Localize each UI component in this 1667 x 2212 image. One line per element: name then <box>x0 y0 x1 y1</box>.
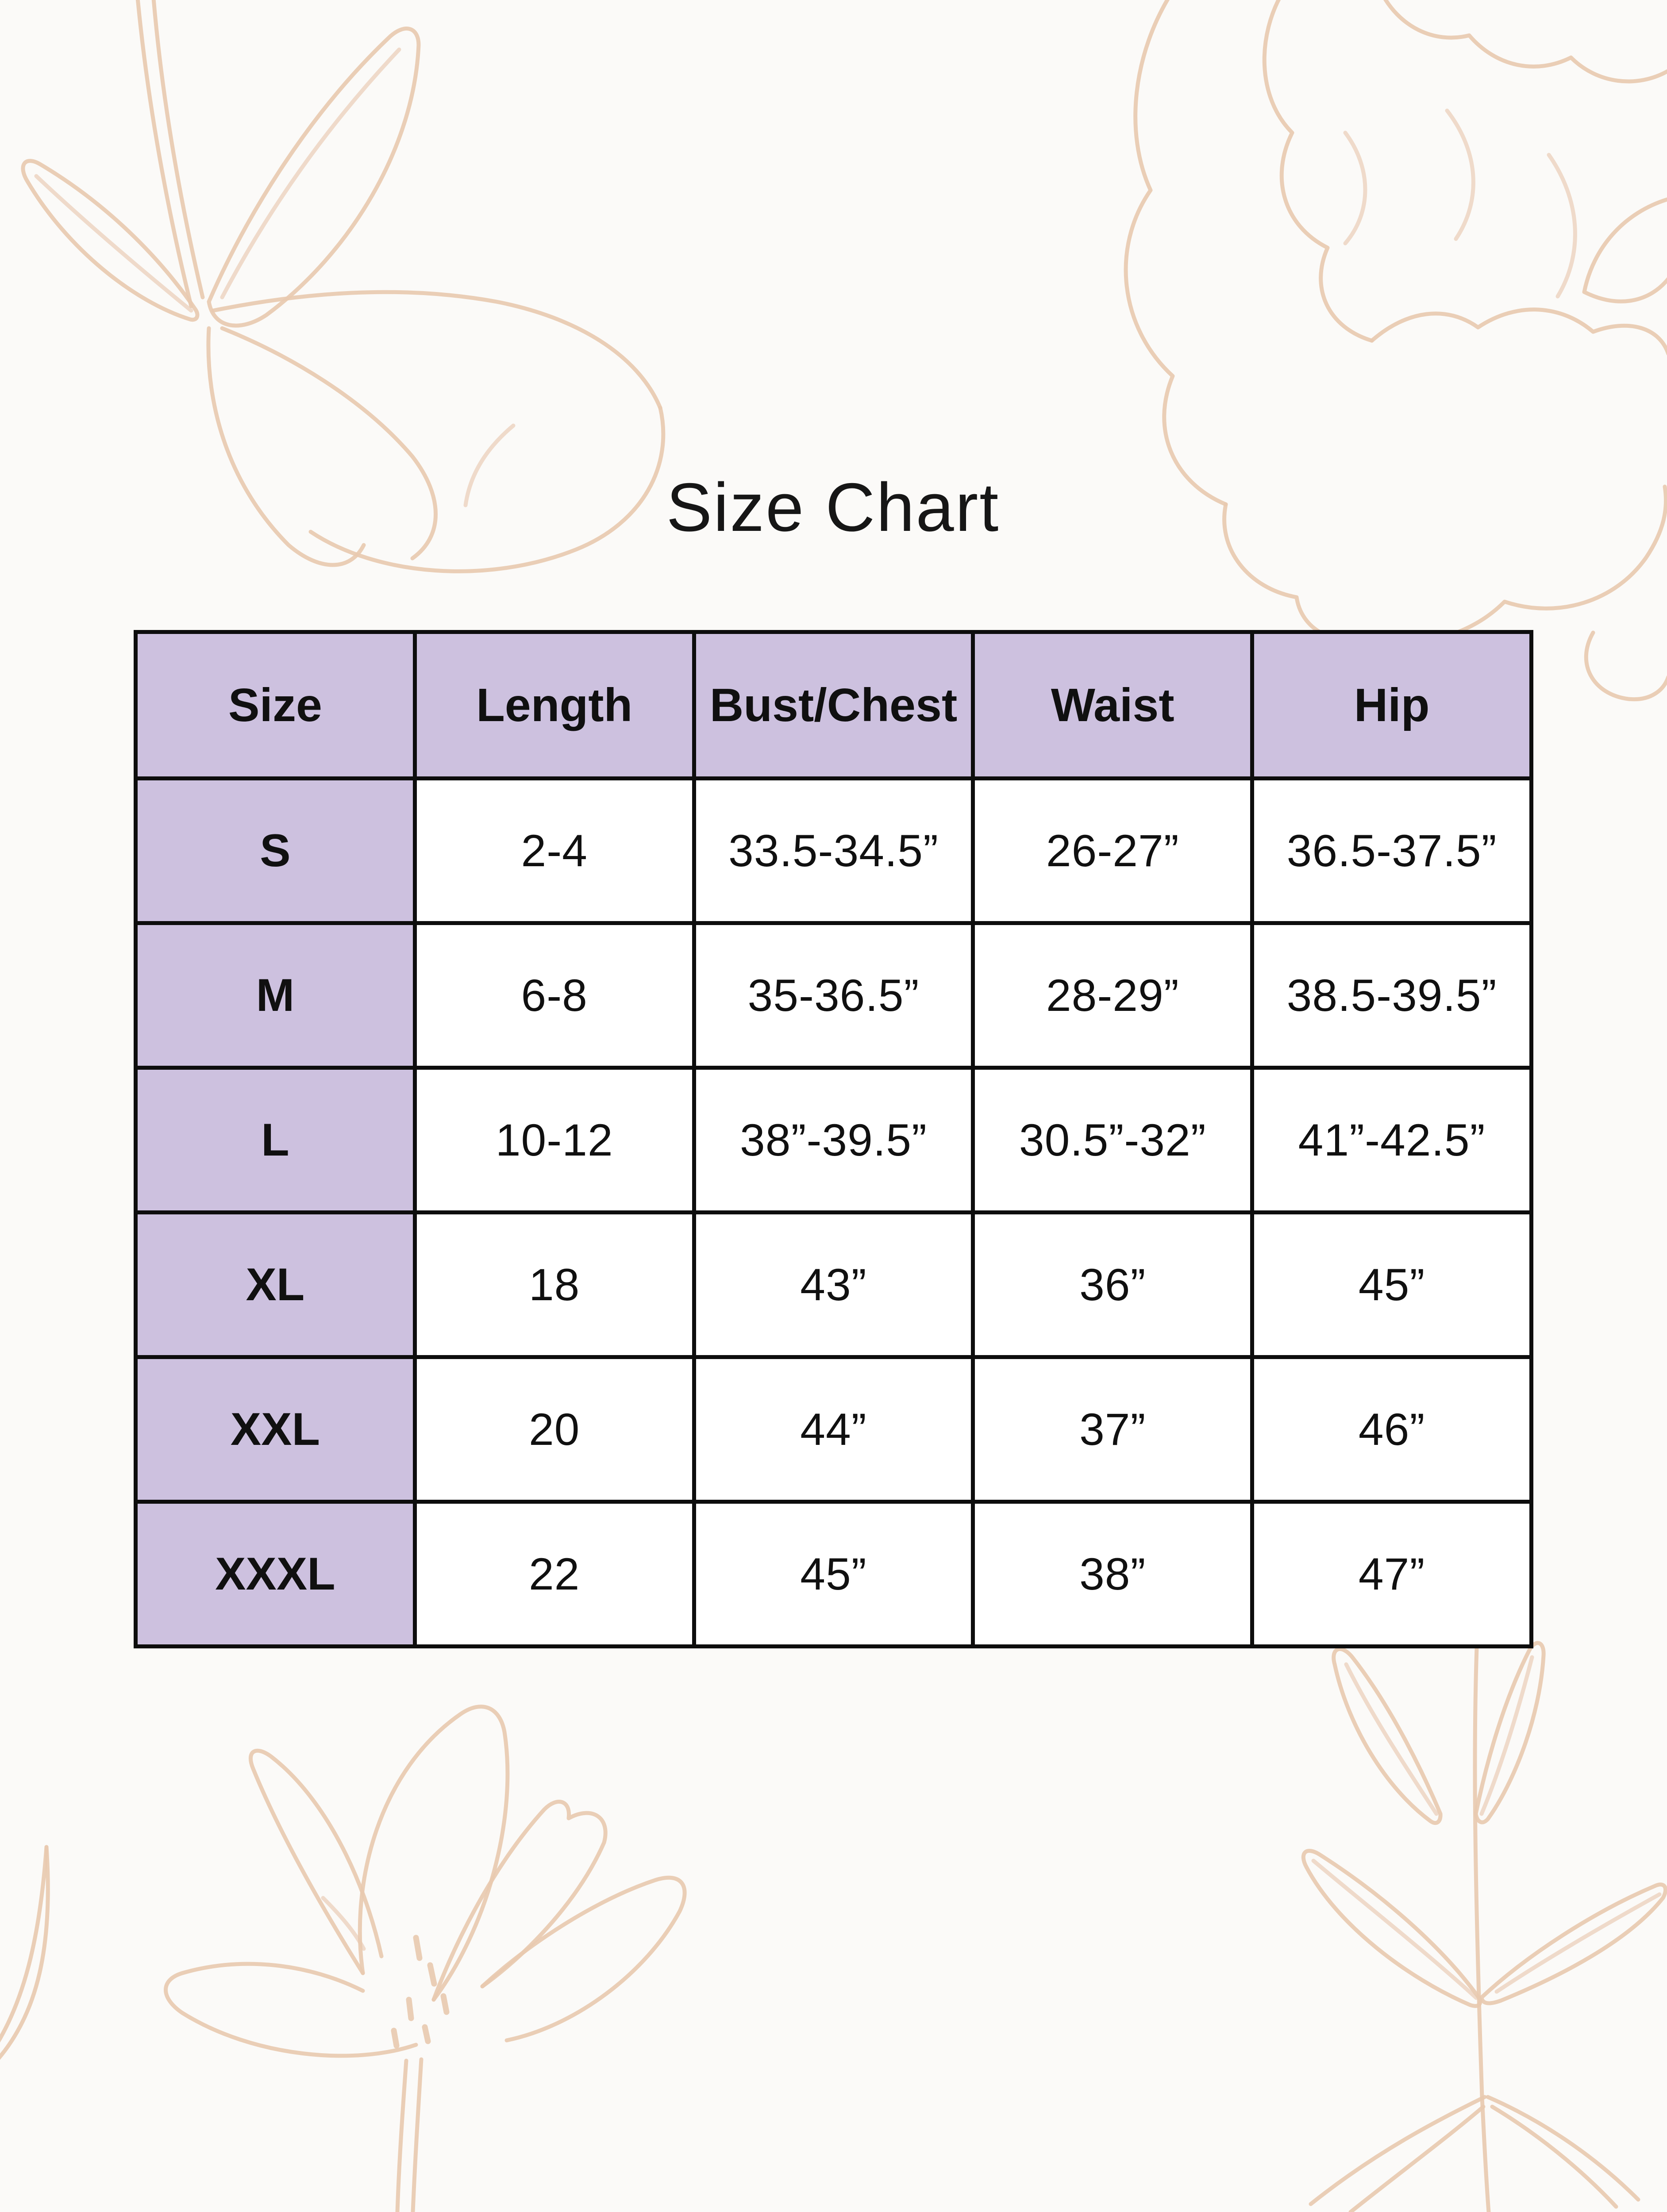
cell-bust-chest: 44” <box>692 1355 975 1504</box>
cell-bust-chest: 35-36.5” <box>692 921 975 1070</box>
cell-waist: 26-27” <box>971 776 1255 925</box>
cell-length: 20 <box>412 1355 696 1504</box>
table-row-s: S 2-4 33.5-34.5” 26-27” 36.5-37.5” <box>134 776 1533 925</box>
cell-length: 2-4 <box>412 776 696 925</box>
cell-bust-chest: 43” <box>692 1210 975 1359</box>
cell-hip: 41”-42.5” <box>1250 1066 1533 1214</box>
cell-waist: 37” <box>971 1355 1255 1504</box>
cell-waist: 38” <box>971 1500 1255 1648</box>
row-label-size: XL <box>134 1210 417 1359</box>
cell-hip: 36.5-37.5” <box>1250 776 1533 925</box>
cell-waist: 28-29” <box>971 921 1255 1070</box>
row-label-size: XXL <box>134 1355 417 1504</box>
leafy-branch-illustration <box>1301 1641 1667 2212</box>
poppy-flower-illustration <box>164 1705 687 2212</box>
cell-length: 10-12 <box>412 1066 696 1214</box>
cell-waist: 30.5”-32” <box>971 1066 1255 1214</box>
row-label-size: XXXL <box>134 1500 417 1648</box>
column-header-size: Size <box>134 630 417 780</box>
cell-length: 22 <box>412 1500 696 1648</box>
table-row-m: M 6-8 35-36.5” 28-29” 38.5-39.5” <box>134 921 1533 1070</box>
size-chart-table: Size Length Bust/Chest Waist Hip S 2-4 3… <box>134 630 1533 1648</box>
column-header-waist: Waist <box>971 630 1255 780</box>
table-row-xxl: XXL 20 44” 37” 46” <box>134 1355 1533 1504</box>
row-label-size: S <box>134 776 417 925</box>
table-row-xxxl: XXXL 22 45” 38” 47” <box>134 1500 1533 1648</box>
cell-bust-chest: 33.5-34.5” <box>692 776 975 925</box>
table-row-l: L 10-12 38”-39.5” 30.5”-32” 41”-42.5” <box>134 1066 1533 1214</box>
cell-hip: 45” <box>1250 1210 1533 1359</box>
cell-length: 6-8 <box>412 921 696 1070</box>
column-header-bust-chest: Bust/Chest <box>692 630 975 780</box>
table-header-row: Size Length Bust/Chest Waist Hip <box>134 630 1533 780</box>
cell-length: 18 <box>412 1210 696 1359</box>
peony-bloom-illustration <box>1124 0 1667 702</box>
page-title: Size Chart <box>666 469 1000 545</box>
cell-bust-chest: 38”-39.5” <box>692 1066 975 1214</box>
table-row-xl: XL 18 43” 36” 45” <box>134 1210 1533 1359</box>
row-label-size: L <box>134 1066 417 1214</box>
cell-waist: 36” <box>971 1210 1255 1359</box>
cell-hip: 38.5-39.5” <box>1250 921 1533 1070</box>
column-header-hip: Hip <box>1250 630 1533 780</box>
cell-hip: 46” <box>1250 1355 1533 1504</box>
cell-hip: 47” <box>1250 1500 1533 1648</box>
leaf-blade-illustration <box>0 1845 50 2060</box>
column-header-length: Length <box>412 630 696 780</box>
cell-bust-chest: 45” <box>692 1500 975 1648</box>
row-label-size: M <box>134 921 417 1070</box>
